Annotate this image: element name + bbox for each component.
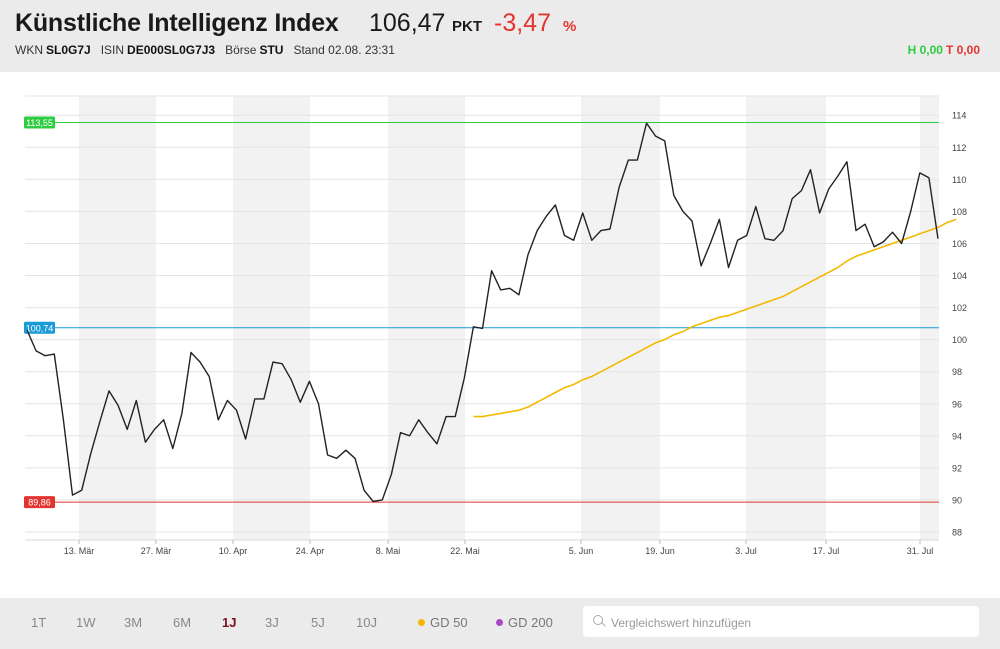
chart-column-band <box>581 96 660 540</box>
y-tick-label: 108 <box>952 207 967 217</box>
chart-column-band <box>388 96 465 540</box>
gd50-line <box>473 218 957 418</box>
y-tick-label: 106 <box>952 239 967 249</box>
chart-column-band <box>746 96 826 540</box>
price-change: -3,47 <box>494 9 551 37</box>
y-tick-label: 92 <box>952 463 962 473</box>
y-tick-label: 88 <box>952 527 962 537</box>
day-high: H 0,00 <box>907 43 943 57</box>
y-tick-label: 100 <box>952 335 967 345</box>
y-tick-label: 90 <box>952 495 962 505</box>
wkn-value: SL0G7J <box>46 43 91 57</box>
price-unit: PKT <box>452 18 482 35</box>
indicator-gd200-toggle[interactable]: GD 200 <box>496 615 553 630</box>
x-tick-label: 5. Jun <box>569 546 594 556</box>
range-button-5j[interactable]: 5J <box>311 615 325 630</box>
x-tick-label: 13. Mär <box>64 546 95 556</box>
range-button-1t[interactable]: 1T <box>31 615 47 630</box>
x-tick-label: 19. Jun <box>645 546 675 556</box>
chart-column-band <box>233 96 310 540</box>
range-button-1j[interactable]: 1J <box>222 615 237 630</box>
y-tick-label: 112 <box>952 143 966 153</box>
x-tick-label: 31. Jul <box>907 546 934 556</box>
y-tick-label: 98 <box>952 367 962 377</box>
price-change-unit: % <box>563 18 577 35</box>
range-button-10j[interactable]: 10J <box>356 615 377 630</box>
y-tick-label: 114 <box>952 111 966 121</box>
compare-search-input[interactable] <box>609 606 973 639</box>
range-button-1w[interactable]: 1W <box>76 615 96 630</box>
x-tick-label: 27. Mär <box>141 546 172 556</box>
indicator-gd50-label: GD 50 <box>430 615 468 630</box>
reference-badge <box>24 496 55 509</box>
reference-label: 113,55 <box>26 118 53 128</box>
x-tick-label: 10. Apr <box>219 546 248 556</box>
y-tick-label: 104 <box>952 271 967 281</box>
page-title: Künstliche Intelligenz Index <box>15 9 339 37</box>
y-tick-label: 96 <box>952 399 962 409</box>
price-line <box>26 122 939 503</box>
reference-badge <box>24 321 55 334</box>
exchange-value: STU <box>259 43 284 57</box>
compare-search[interactable] <box>583 606 979 639</box>
reference-label: 89,86 <box>28 498 51 508</box>
isin-label: ISIN <box>100 43 125 57</box>
y-tick-label: 102 <box>952 303 967 313</box>
search-icon <box>593 615 603 625</box>
chart-column-band <box>79 96 156 540</box>
range-button-6m[interactable]: 6M <box>173 615 192 630</box>
x-tick-label: 8. Mai <box>376 546 401 556</box>
chart-column-band <box>920 96 939 540</box>
gd50-dot-icon <box>418 619 425 626</box>
day-low: T 0,00 <box>945 43 980 57</box>
isin-value: DE000SL0G7J3 <box>127 43 216 57</box>
price-chart[interactable]: 88 90 92 94 96 98 100 102 104 106 108 110 112 114 13. … <box>0 72 1000 598</box>
indicator-gd200-label: GD 200 <box>508 615 553 630</box>
current-price: 106,47 <box>369 9 446 37</box>
range-button-3m[interactable]: 3M <box>124 615 143 630</box>
range-button-3j[interactable]: 3J <box>265 615 279 630</box>
indicator-gd50-toggle[interactable]: GD 50 <box>418 615 468 630</box>
gd200-dot-icon <box>496 619 503 626</box>
x-tick-label: 17. Jul <box>813 546 840 556</box>
reference-label: 100,74 <box>26 323 54 333</box>
x-tick-label: 3. Jul <box>735 546 757 556</box>
wkn-label: WKN <box>15 43 43 57</box>
reference-badge <box>24 116 55 129</box>
y-tick-label: 110 <box>952 175 966 185</box>
x-tick-label: 22. Mai <box>450 546 480 556</box>
timestamp: Stand 02.08. 23:31 <box>293 43 395 57</box>
security-meta: WKN SL0G7J ISIN DE000SL0G7J3 Börse STU Stand 0… <box>15 43 395 57</box>
chart-toolbar: 1T 1W 3M 6M 1J 3J 5J 10J GD 50 GD 200 <box>0 598 1000 649</box>
header: Künstliche Intelligenz Index 106,47 PKT … <box>0 0 1000 72</box>
y-tick-label: 94 <box>952 431 962 441</box>
x-tick-label: 24. Apr <box>296 546 325 556</box>
high-low: H 0,00 T 0,00 <box>908 43 980 57</box>
exchange-label: Börse <box>225 43 257 57</box>
